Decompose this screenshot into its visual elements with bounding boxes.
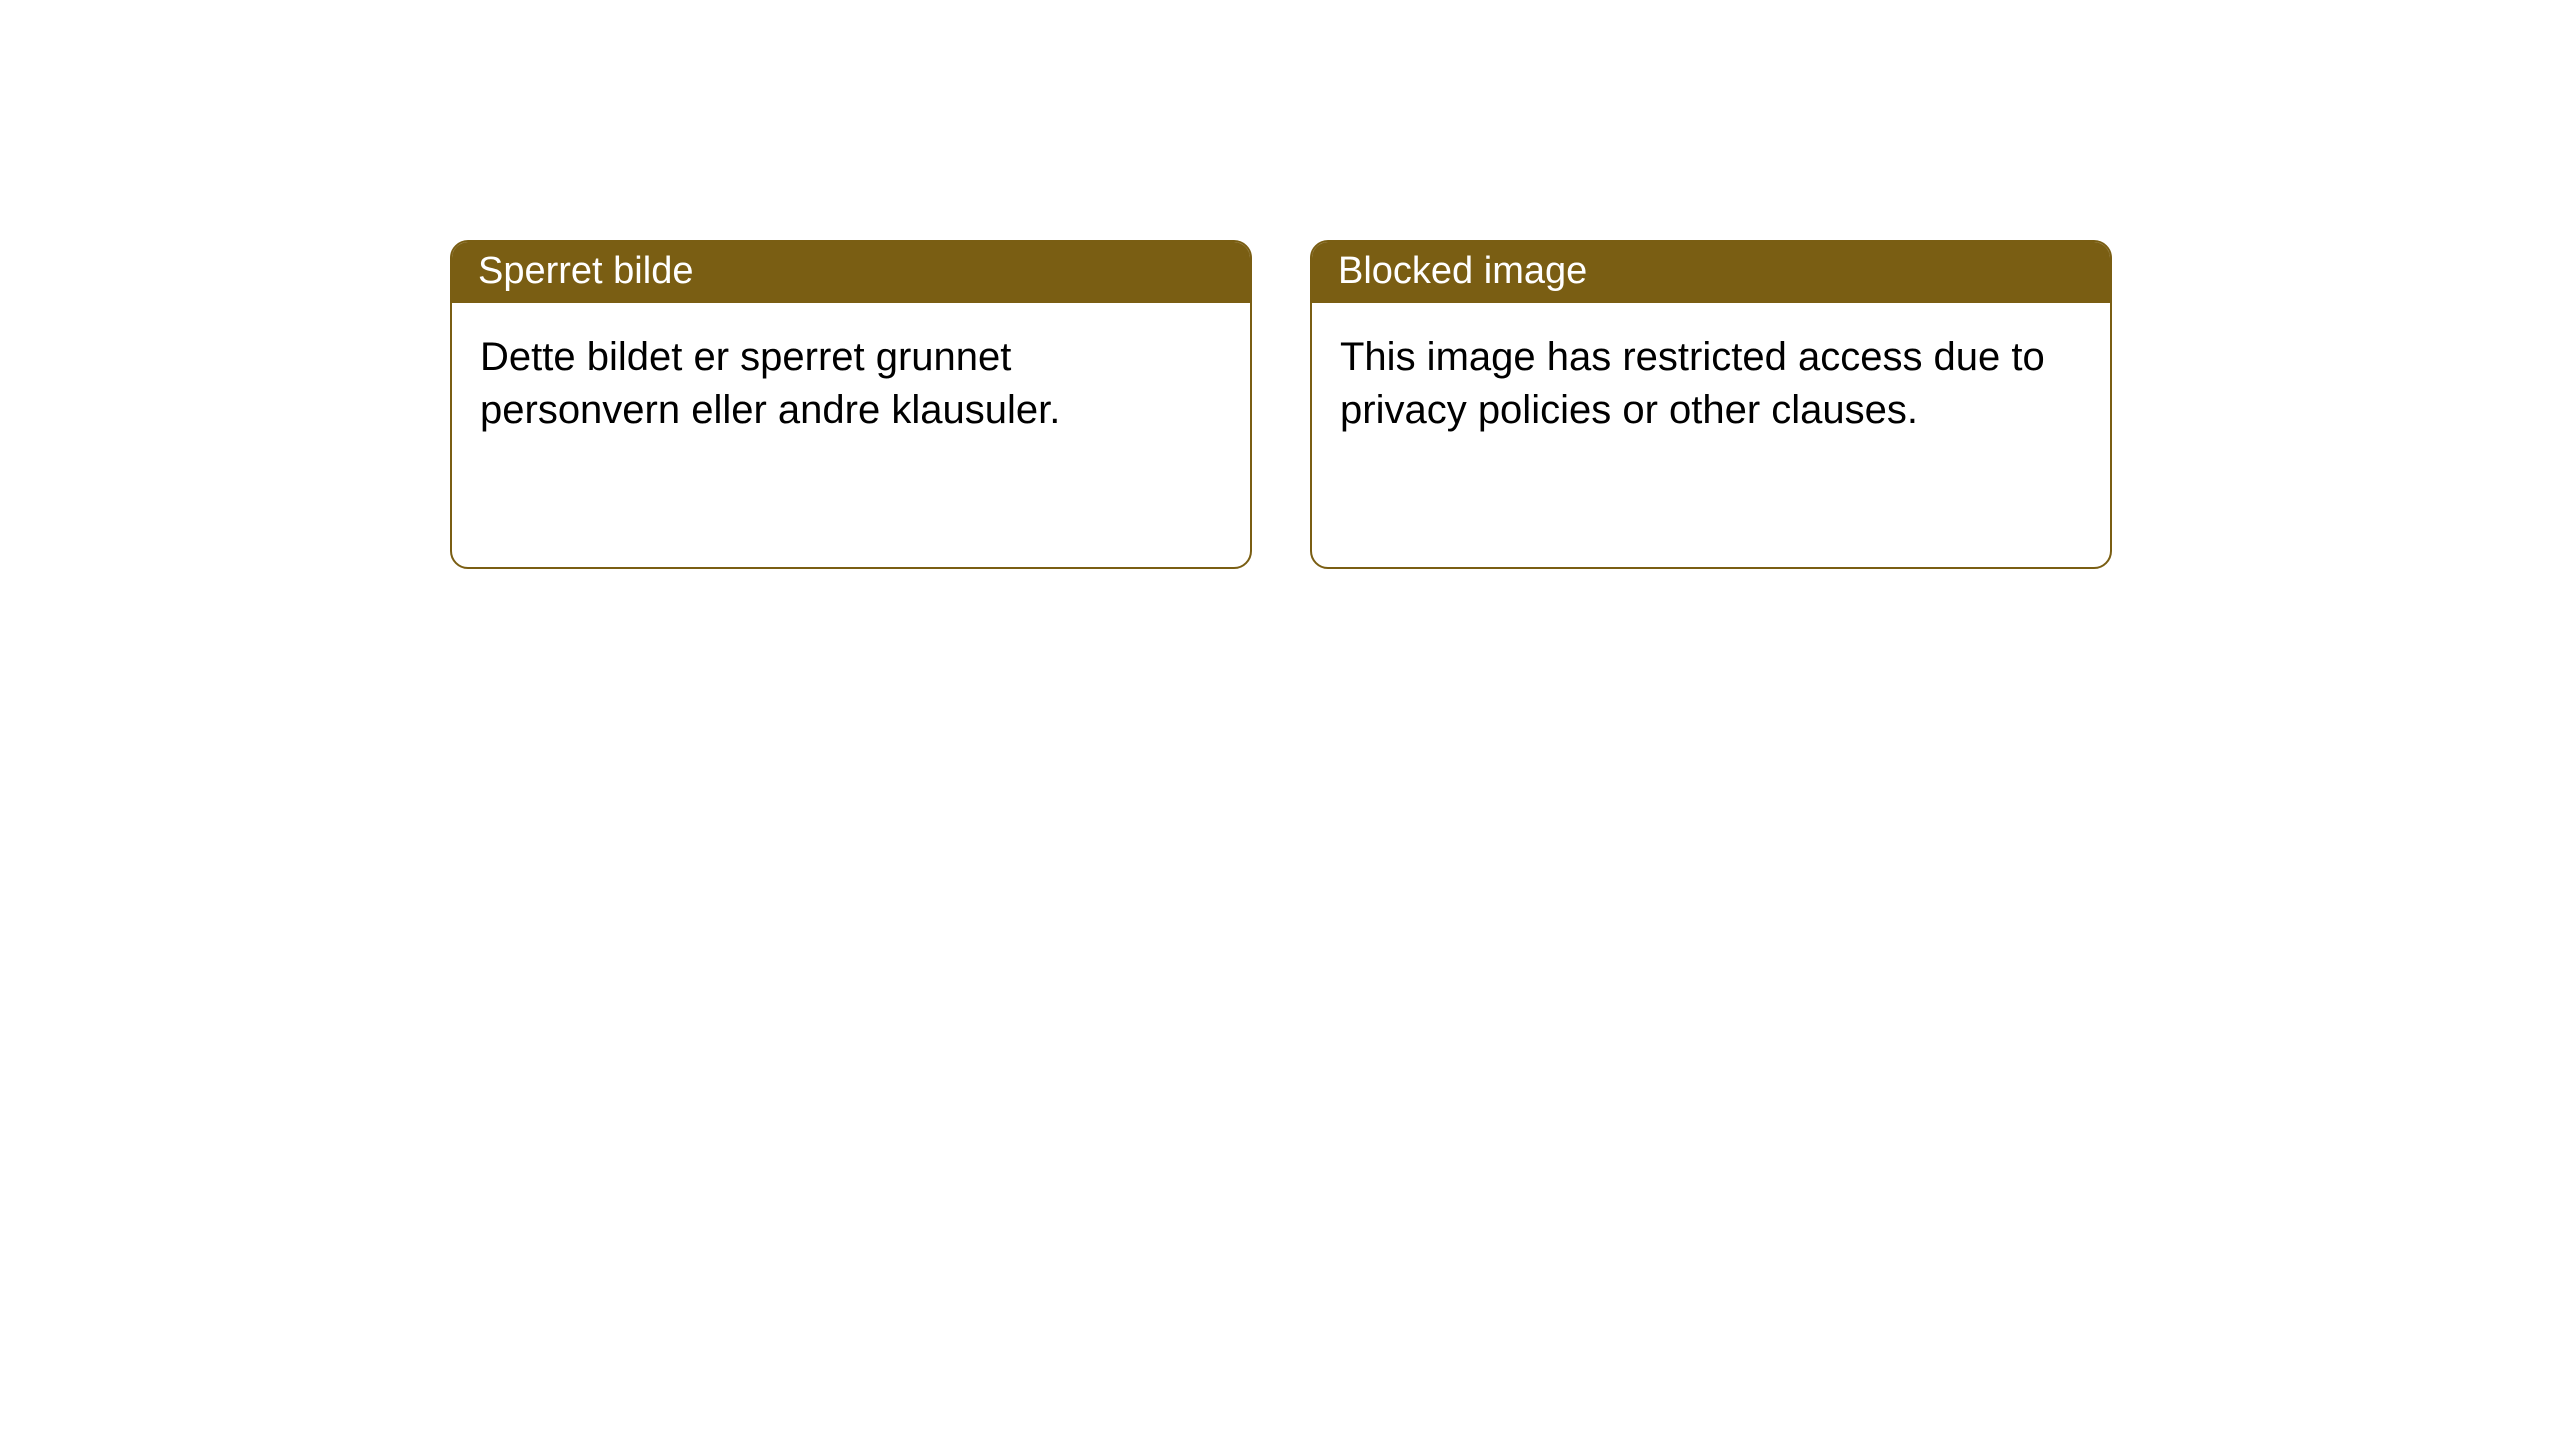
notice-container: Sperret bilde Dette bildet er sperret gr… bbox=[450, 240, 2112, 569]
notice-body-en: This image has restricted access due to … bbox=[1312, 303, 2110, 567]
notice-body-no: Dette bildet er sperret grunnet personve… bbox=[452, 303, 1250, 567]
notice-title-no: Sperret bilde bbox=[452, 242, 1250, 303]
blocked-image-notice-no: Sperret bilde Dette bildet er sperret gr… bbox=[450, 240, 1252, 569]
notice-title-en: Blocked image bbox=[1312, 242, 2110, 303]
blocked-image-notice-en: Blocked image This image has restricted … bbox=[1310, 240, 2112, 569]
